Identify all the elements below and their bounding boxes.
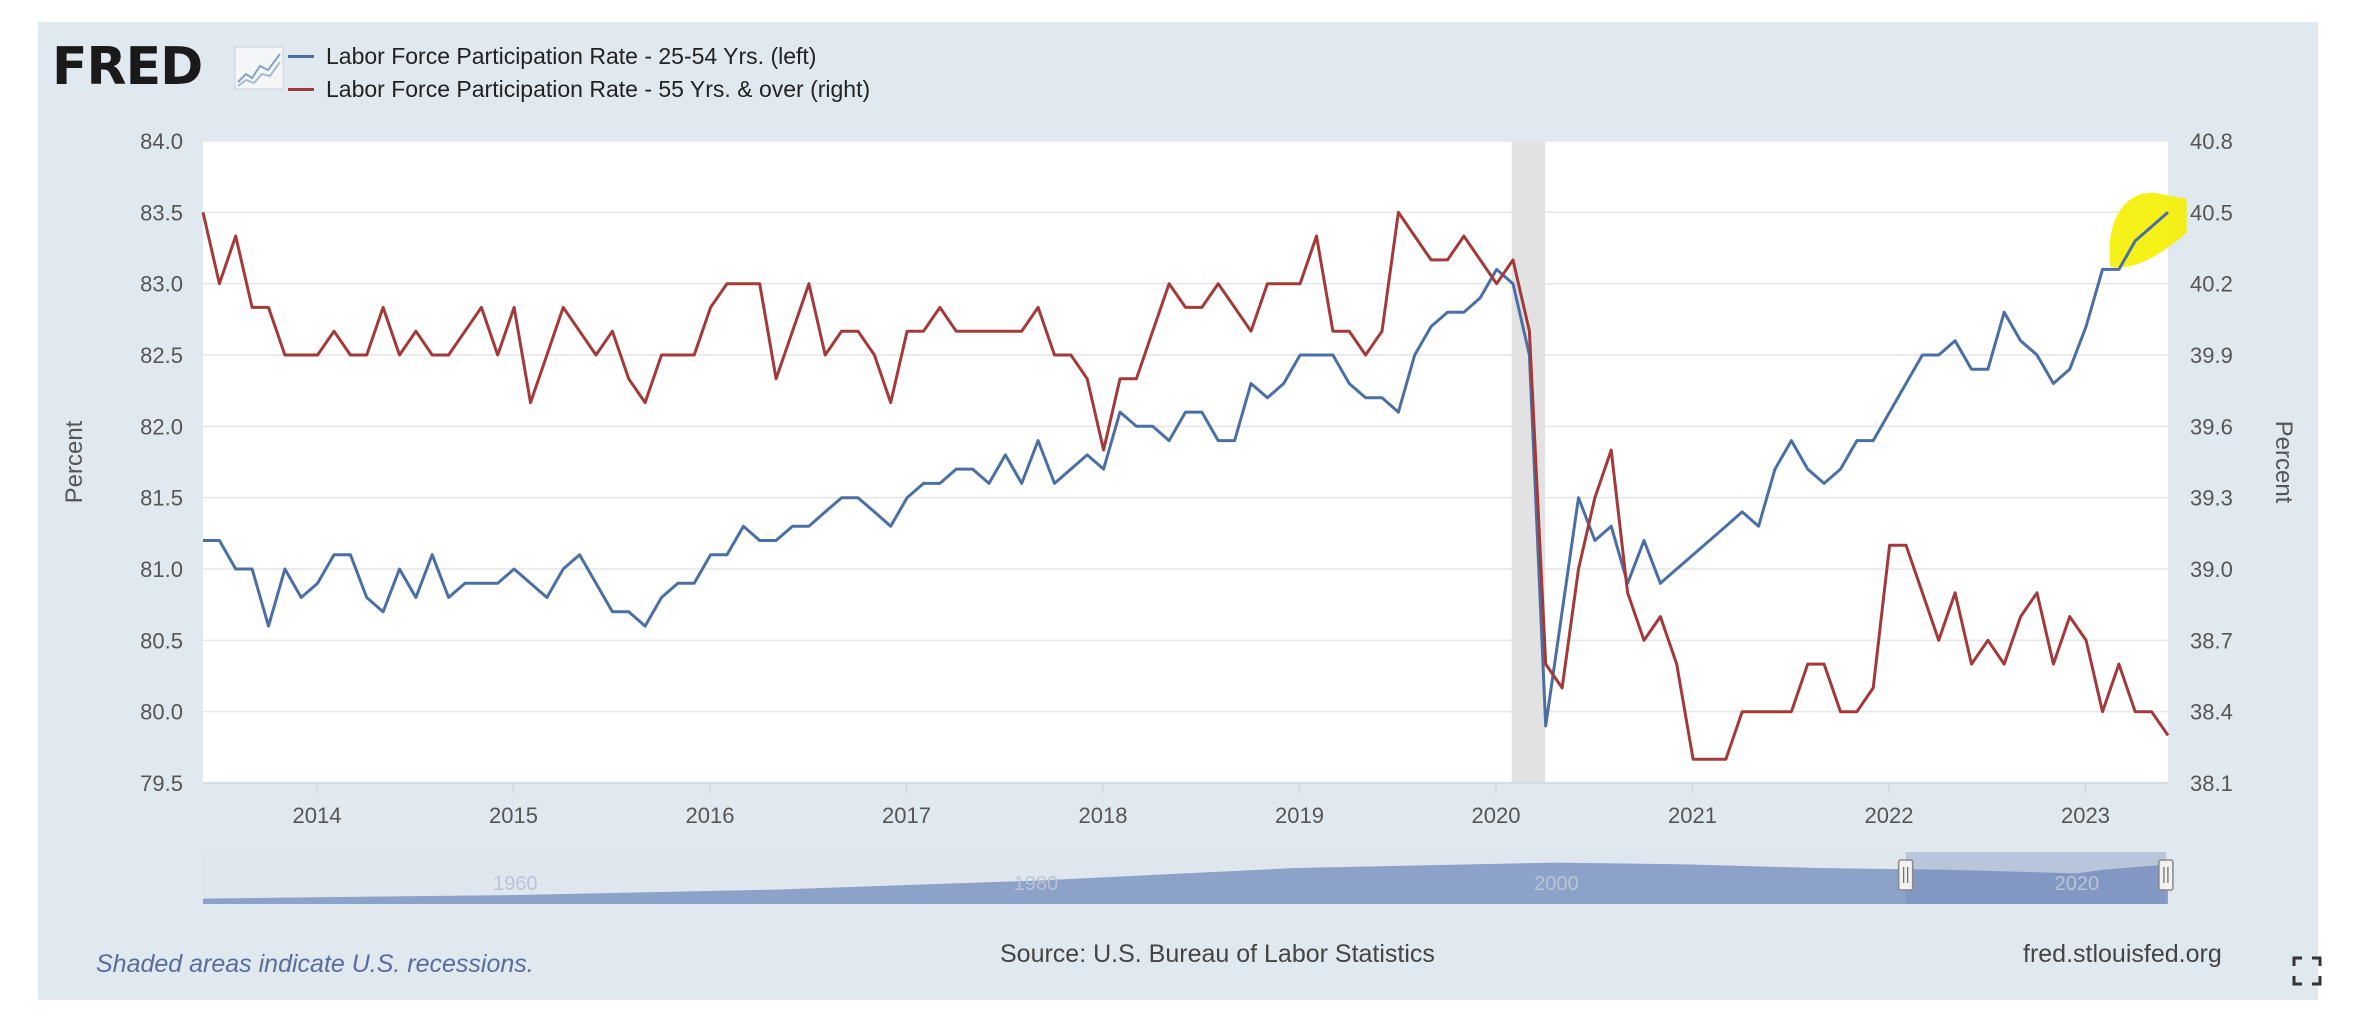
fred-logo[interactable]: FRED — [52, 32, 292, 102]
x-tick-label: 2021 — [1668, 803, 1717, 828]
y-right-tick-label: 40.5 — [2190, 200, 2233, 225]
y-right-tick-label: 39.6 — [2190, 414, 2233, 439]
y-left-axis-title: Percent — [61, 420, 88, 503]
legend-label: Labor Force Participation Rate - 25-54 Y… — [326, 43, 817, 69]
navigator-area — [203, 862, 2168, 904]
y-right-tick-label: 39.9 — [2190, 343, 2233, 368]
chart-frame: FRED Labor Force Participation Rate - 25… — [38, 22, 2322, 1000]
line-chart: 84.0 83.5 83.0 82.5 82.0 81.5 81.0 80.5 80.0 79.5… — [61, 129, 2297, 904]
x-tick-label: 2019 — [1275, 803, 1324, 828]
legend-swatch-red — [288, 88, 314, 91]
plot-area — [203, 141, 2168, 783]
legend: Labor Force Participation Rate - 25-54 Y… — [288, 40, 870, 106]
site-link[interactable]: fred.stlouisfed.org — [2023, 940, 2222, 968]
x-tick-label: 2023 — [2061, 803, 2110, 828]
legend-item-55-over[interactable]: Labor Force Participation Rate - 55 Yrs.… — [288, 73, 870, 106]
y-left-tick-label: 81.5 — [140, 486, 183, 511]
y-right-tick-label: 40.8 — [2190, 129, 2233, 154]
y-left-tick-label: 80.5 — [140, 628, 183, 653]
recession-note: Shaded areas indicate U.S. recessions. — [96, 950, 534, 978]
y-left-tick-label: 79.5 — [140, 771, 183, 796]
series-line-55-over[interactable] — [201, 210, 2170, 761]
navigator-label: 2020 — [2055, 873, 2100, 895]
x-tick-label: 2014 — [292, 803, 341, 828]
x-tick-label: 2015 — [489, 803, 538, 828]
source-note[interactable]: Source: U.S. Bureau of Labor Statistics — [1000, 940, 1435, 968]
x-tick-label: 2022 — [1864, 803, 1913, 828]
y-right-axis-title: Percent — [2270, 421, 2297, 504]
fred-chart-icon — [234, 46, 284, 90]
fullscreen-icon[interactable] — [2292, 956, 2322, 986]
y-left-tick-label: 83.0 — [140, 272, 183, 297]
y-left-tick-label: 81.0 — [140, 557, 183, 582]
navigator-selection[interactable] — [1905, 852, 2166, 904]
y-right-tick-label: 39.3 — [2190, 486, 2233, 511]
recession-band — [1511, 141, 1546, 783]
y-right-tick-label: 38.1 — [2190, 771, 2233, 796]
y-left-tick-label: 82.5 — [140, 343, 183, 368]
y-left-tick-label: 84.0 — [140, 129, 183, 154]
legend-swatch-blue — [288, 55, 314, 58]
x-tick-label: 2020 — [1471, 803, 1520, 828]
navigator-handle-right[interactable] — [2158, 859, 2174, 891]
navigator-label: 1960 — [493, 873, 538, 895]
x-tick-label: 2017 — [882, 803, 931, 828]
y-left-tick-label: 83.5 — [140, 200, 183, 225]
y-right-tick-label: 40.2 — [2190, 272, 2233, 297]
navigator-label: 2000 — [1534, 873, 1579, 895]
navigator-handle-left[interactable] — [1897, 859, 1914, 891]
y-right-tick-label: 38.7 — [2190, 628, 2233, 653]
fred-logo-text: FRED — [52, 37, 203, 97]
navigator-label: 1980 — [1014, 873, 1059, 895]
y-left-tick-label: 80.0 — [140, 700, 183, 725]
x-tick-label: 2018 — [1078, 803, 1127, 828]
legend-label: Labor Force Participation Rate - 55 Yrs.… — [326, 76, 871, 102]
x-tick-label: 2016 — [685, 803, 734, 828]
series-line-25-54[interactable] — [203, 211, 2169, 728]
legend-item-prime-age[interactable]: Labor Force Participation Rate - 25-54 Y… — [288, 40, 870, 73]
y-right-tick-label: 39.0 — [2190, 557, 2233, 582]
y-left-tick-label: 82.0 — [140, 414, 183, 439]
y-right-tick-label: 38.4 — [2190, 700, 2233, 725]
